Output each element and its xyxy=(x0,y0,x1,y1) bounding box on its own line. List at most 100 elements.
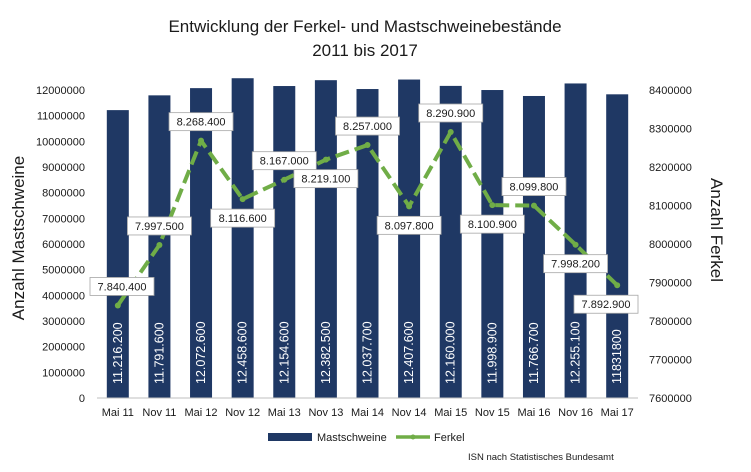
bar xyxy=(314,80,337,399)
line-point xyxy=(364,142,371,149)
line-value-label: 7.892.900 xyxy=(582,299,631,311)
bar-value-label: 12.255.100 xyxy=(569,321,583,384)
bar-value-label: 12.037.700 xyxy=(361,321,375,384)
x-tick-label: Mai 14 xyxy=(351,407,384,419)
y-tick-label: 1000000 xyxy=(42,367,85,379)
line-series-ferkel xyxy=(114,129,621,309)
line-value-label: 8.167.000 xyxy=(260,156,309,168)
line-point xyxy=(114,302,121,309)
line-value-label-box xyxy=(573,294,639,314)
bar xyxy=(106,110,129,399)
line-point xyxy=(447,129,454,136)
bar-value-label: 11.766.700 xyxy=(527,322,541,384)
legend-swatch-mastschweine xyxy=(268,433,312,441)
x-tick-label: Mai 17 xyxy=(601,407,634,419)
bar xyxy=(398,79,421,398)
y2-tick-label: 8300000 xyxy=(649,124,692,136)
x-tick-label: Nov 16 xyxy=(558,407,593,419)
x-tick-label: Nov 13 xyxy=(308,407,343,419)
line-value-label: 7.998.200 xyxy=(551,259,600,271)
y-axis-title: Anzahl Mastschweine xyxy=(9,156,28,320)
line-value-label: 8.257.000 xyxy=(343,121,392,133)
line-value-label: 8.268.400 xyxy=(177,117,226,129)
y2-tick-label: 7900000 xyxy=(649,278,692,290)
y-tick-label: 10000000 xyxy=(36,136,85,148)
line-point xyxy=(322,156,329,163)
bar-value-label: 12.160.000 xyxy=(444,321,458,384)
line-point xyxy=(530,202,537,209)
bar xyxy=(481,90,504,399)
bar xyxy=(190,88,213,398)
y-tick-label: 4000000 xyxy=(42,290,85,302)
y2-tick-label: 8400000 xyxy=(649,85,692,97)
bar xyxy=(522,95,545,398)
bar xyxy=(606,94,629,398)
line-point xyxy=(198,137,205,144)
line-value-label-box xyxy=(543,254,608,274)
x-tick-label: Nov 12 xyxy=(225,407,260,419)
y-tick-label: 8000000 xyxy=(42,188,85,200)
x-tick-label: Mai 12 xyxy=(185,407,218,419)
line-value-label-box xyxy=(210,208,276,228)
y2-tick-label: 8000000 xyxy=(649,239,692,251)
line-value-label-box xyxy=(168,112,234,132)
y-tick-label: 0 xyxy=(79,393,85,405)
x-tick-label: Mai 15 xyxy=(434,407,467,419)
bar-value-label: 11.998.900 xyxy=(485,322,499,384)
bar-value-label: 12.154.600 xyxy=(277,321,291,384)
legend-label-mastschweine: Mastschweine xyxy=(317,432,387,444)
bar-value-labels: 11.216.200 11.791.600 12.072.600 12.458.600… xyxy=(111,321,624,384)
line-value-label: 8.100.900 xyxy=(468,219,517,231)
bar-value-label: 12.407.600 xyxy=(402,321,416,384)
line-value-label-box xyxy=(501,177,567,196)
line-point xyxy=(156,241,163,248)
line-point xyxy=(281,176,288,183)
line-value-label-box xyxy=(251,151,317,171)
line-value-label-box xyxy=(459,214,525,234)
y-tick-label: 2000000 xyxy=(42,342,85,354)
x-tick-label: Mai 11 xyxy=(102,407,134,419)
x-axis-ticks: Mai 11 Nov 11 Mai 12 Nov 12 Mai 13 Nov 13 Mai … xyxy=(102,407,634,419)
y2-tick-label: 7700000 xyxy=(649,355,692,367)
bar-value-label: 11831800 xyxy=(610,329,624,384)
line-value-label: 8.290.900 xyxy=(426,108,475,120)
x-tick-label: Nov 14 xyxy=(392,407,427,419)
line-point xyxy=(614,282,621,289)
line-value-label-box xyxy=(293,169,359,189)
line-value-label: 7.840.400 xyxy=(98,281,147,293)
line-value-label-box xyxy=(376,215,442,235)
bar xyxy=(231,78,254,399)
line-value-labels: 7.840.400 7.997.500 8.268.400 8.116.600 8.16… xyxy=(89,103,639,314)
left-axis-ticks: 0 1000000 2000000 3000000 4000000 5000000 6000… xyxy=(36,85,85,405)
y2-tick-label: 7800000 xyxy=(649,316,692,328)
source-note: ISN nach Statistisches Bundesamt xyxy=(468,452,614,463)
bar-value-label: 12.458.600 xyxy=(236,321,250,384)
chart-subtitle: 2011 bis 2017 xyxy=(312,41,418,60)
x-tick-label: Mai 16 xyxy=(517,407,550,419)
y-tick-label: 12000000 xyxy=(36,85,85,97)
y-tick-label: 11000000 xyxy=(37,111,85,123)
line-point xyxy=(572,241,579,248)
x-tick-label: Mai 13 xyxy=(268,407,301,419)
line-point xyxy=(406,203,413,210)
bar xyxy=(564,83,587,399)
bar-value-label: 12.072.600 xyxy=(194,321,208,384)
y-tick-label: 3000000 xyxy=(42,316,85,328)
line-value-label-box xyxy=(335,116,400,136)
bar-value-label: 12.382.500 xyxy=(319,321,333,384)
line-value-label: 8.099.800 xyxy=(509,182,558,194)
line-value-label: 8.219.100 xyxy=(301,174,350,186)
line-value-label: 7.997.500 xyxy=(135,221,184,233)
line-value-label: 8.097.800 xyxy=(385,220,434,232)
bar-value-label: 11.216.200 xyxy=(111,322,125,384)
y-tick-label: 5000000 xyxy=(42,265,85,277)
line-value-label-box xyxy=(127,216,192,236)
legend: Mastschweine Ferkel xyxy=(268,432,465,444)
bar xyxy=(356,89,379,399)
chart-title: Entwicklung der Ferkel- und Mastschweine… xyxy=(168,17,561,36)
y2-tick-label: 7600000 xyxy=(649,393,692,405)
y-tick-label: 7000000 xyxy=(42,213,85,225)
y-tick-label: 9000000 xyxy=(42,162,85,174)
line-point xyxy=(239,196,246,203)
